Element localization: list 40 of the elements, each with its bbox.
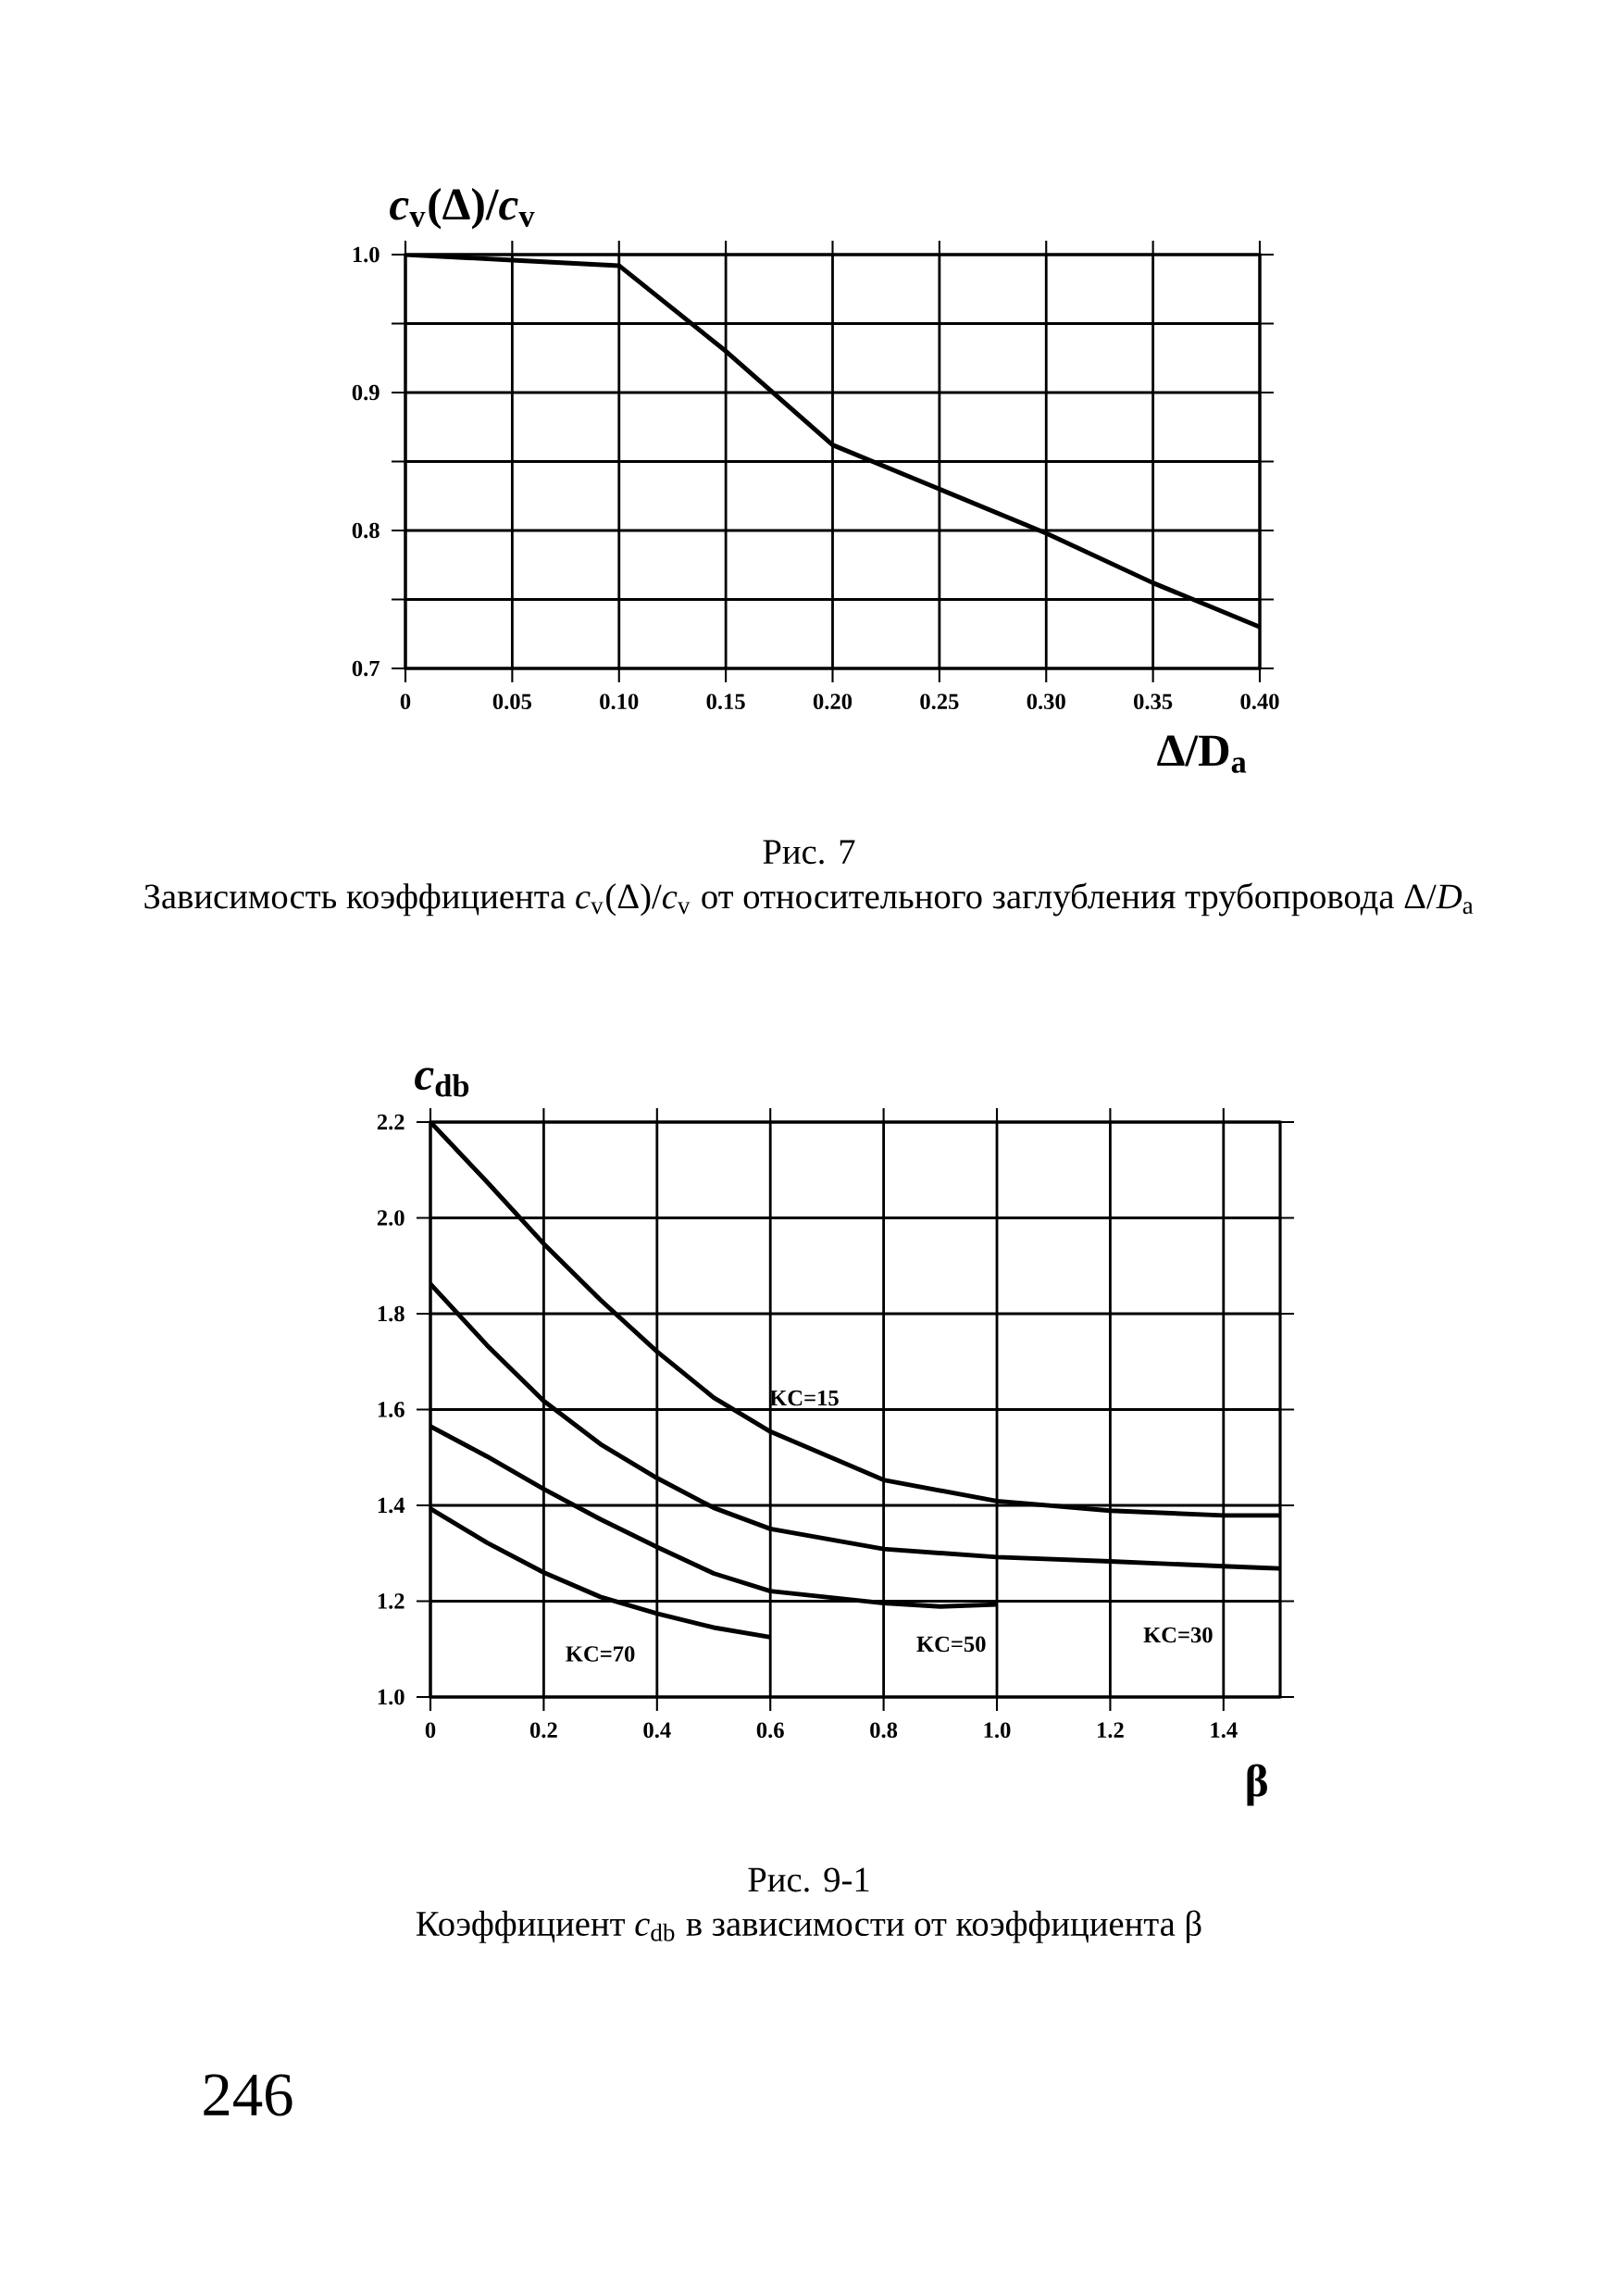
- x-tick-label: 0.15: [706, 693, 745, 710]
- x-tick-label: 0.2: [529, 1722, 557, 1739]
- text: Рис. 9-1: [748, 1867, 869, 1892]
- y-tick-label: 0.9: [352, 384, 380, 401]
- text: KC=30: [1143, 1627, 1213, 1643]
- text: Рис. 7: [763, 840, 855, 865]
- x-axis-title: Δ/D$_{a}$: [1157, 735, 1247, 773]
- text: Зависимость коэффициента c$_{v}$(Δ)/c$_{v}$ от относительного заглубления трубопровода Δ/D$_{a}$: [144, 882, 1474, 917]
- x-tick-label: 1.2: [1098, 1722, 1124, 1739]
- x-tick-label: 0.20: [813, 693, 853, 710]
- x-tick-label: 0.40: [1240, 693, 1279, 710]
- y-tick-label: 0.7: [352, 660, 380, 677]
- y-tick-label: 1.4: [378, 1497, 405, 1514]
- series-label: KC=50: [916, 1636, 986, 1653]
- x-tick-label: 0.8: [870, 1722, 898, 1739]
- text: 246: [204, 2074, 292, 2116]
- y-tick-label: 0.8: [352, 522, 380, 539]
- y-tick-label: 1.2: [378, 1593, 404, 1609]
- y-tick-label: 1.0: [378, 1689, 404, 1705]
- x-axis-title: β: [1247, 1764, 1267, 1806]
- y-tick-label: 2.2: [377, 1114, 404, 1130]
- x-tick-label: 0.6: [756, 1722, 784, 1739]
- x-tick-label: 1.4: [1211, 1722, 1238, 1739]
- x-tick-label: 0.30: [1027, 693, 1065, 710]
- x-tick-label: 0.25: [920, 693, 959, 710]
- y-tick-label: 1.6: [378, 1402, 404, 1417]
- x-tick-label: 0: [400, 693, 411, 709]
- series-label: KC=70: [566, 1646, 635, 1662]
- y-axis-title: c$_{v}$(Δ)/c$_{v}$: [390, 187, 535, 230]
- y-tick-label: 1.0: [353, 246, 380, 263]
- y-tick-label: 2.0: [377, 1210, 404, 1226]
- x-tick-label: 0.10: [600, 693, 639, 710]
- x-tick-label: 1.0: [984, 1722, 1011, 1739]
- text: Коэффициент c$_{db}$ в зависимости от коэффициента β: [416, 1910, 1201, 1943]
- x-tick-label: 0.05: [492, 693, 532, 710]
- x-tick-label: 0.35: [1134, 693, 1173, 710]
- y-axis-title: c$_{db}$: [415, 1067, 469, 1097]
- x-tick-label: 0: [425, 1722, 436, 1739]
- x-tick-label: 0.4: [643, 1722, 671, 1739]
- y-tick-label: 1.8: [378, 1305, 404, 1322]
